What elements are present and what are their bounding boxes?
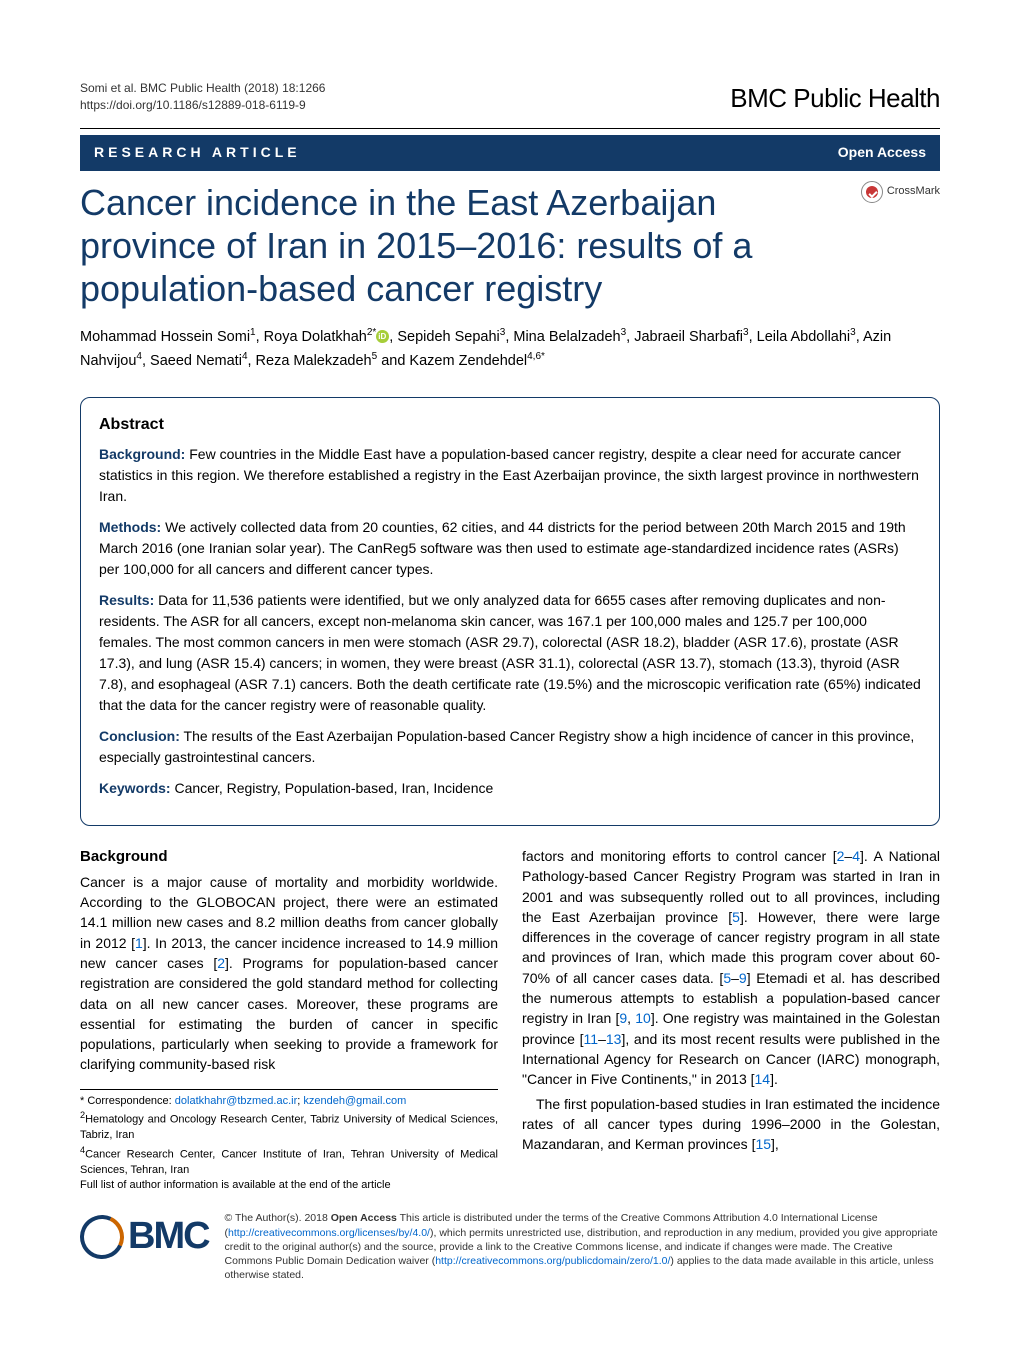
ref-link[interactable]: 4 xyxy=(852,848,860,864)
abstract-background: Background: Few countries in the Middle … xyxy=(99,444,921,507)
abstract-keywords: Keywords: Cancer, Registry, Population-b… xyxy=(99,778,921,799)
abstract-methods: Methods: We actively collected data from… xyxy=(99,517,921,580)
header-meta: Somi et al. BMC Public Health (2018) 18:… xyxy=(80,80,325,114)
ref-link[interactable]: 1 xyxy=(135,935,143,951)
crossmark-label: CrossMark xyxy=(887,184,940,199)
ref-link[interactable]: 10 xyxy=(635,1010,651,1026)
author-list: Mohammad Hossein Somi1, Roya Dolatkhah2*… xyxy=(80,325,940,373)
conclusion-text: The results of the East Azerbaijan Popul… xyxy=(99,728,914,765)
ref-link[interactable]: 15 xyxy=(755,1136,771,1152)
license-link-cc-by[interactable]: http://creativecommons.org/licenses/by/4… xyxy=(228,1227,430,1239)
background-paragraph-1: Cancer is a major cause of mortality and… xyxy=(80,872,498,1075)
background-paragraph-3: The first population-based studies in Ir… xyxy=(522,1094,940,1155)
body-two-column: Background Cancer is a major cause of mo… xyxy=(80,846,940,1193)
abstract-heading: Abstract xyxy=(99,414,921,436)
citation-line: Somi et al. BMC Public Health (2018) 18:… xyxy=(80,80,325,97)
background-text: Few countries in the Middle East have a … xyxy=(99,446,919,504)
license-bar: BMC © The Author(s). 2018 Open Access Th… xyxy=(80,1211,940,1282)
open-access-label: Open Access xyxy=(838,143,926,163)
conclusion-label: Conclusion: xyxy=(99,728,180,744)
results-text: Data for 11,536 patients were identified… xyxy=(99,592,921,713)
license-link-cc0[interactable]: http://creativecommons.org/publicdomain/… xyxy=(435,1255,670,1267)
header-divider xyxy=(80,128,940,129)
ref-link[interactable]: 2 xyxy=(217,955,225,971)
correspondence-email-2[interactable]: kzendeh@gmail.com xyxy=(303,1095,406,1107)
bmc-logo: BMC xyxy=(80,1211,209,1262)
correspondence-footer: * Correspondence: dolatkhahr@tbzmed.ac.i… xyxy=(80,1089,498,1194)
keywords-label: Keywords: xyxy=(99,780,171,796)
ref-link[interactable]: 9 xyxy=(619,1010,627,1026)
affiliation-2: 22Hematology and Oncology Research Cente… xyxy=(80,1109,498,1143)
ref-link[interactable]: 14 xyxy=(755,1071,771,1087)
background-label: Background: xyxy=(99,446,185,462)
full-author-list-note: Full list of author information is avail… xyxy=(80,1178,498,1193)
bmc-logo-icon xyxy=(74,1209,130,1265)
journal-brand: BMC Public Health xyxy=(730,80,940,116)
abstract-conclusion: Conclusion: The results of the East Azer… xyxy=(99,726,921,768)
crossmark-badge[interactable]: CrossMark xyxy=(861,181,940,203)
ref-link[interactable]: 9 xyxy=(739,970,747,986)
ref-link[interactable]: 13 xyxy=(606,1031,622,1047)
abstract-results: Results: Data for 11,536 patients were i… xyxy=(99,590,921,716)
correspondence-label: * Correspondence: xyxy=(80,1095,175,1107)
ref-link[interactable]: 5 xyxy=(723,970,731,986)
correspondence-email-1[interactable]: dolatkhahr@tbzmed.ac.ir xyxy=(175,1095,297,1107)
methods-text: We actively collected data from 20 count… xyxy=(99,519,906,577)
ref-link[interactable]: 11 xyxy=(584,1031,599,1047)
crossmark-icon xyxy=(861,181,883,203)
keywords-text: Cancer, Registry, Population-based, Iran… xyxy=(171,780,494,796)
article-type-band: RESEARCH ARTICLE Open Access xyxy=(80,135,940,171)
background-heading: Background xyxy=(80,846,498,868)
open-access-bold: Open Access xyxy=(331,1212,397,1224)
affiliation-4: 4Cancer Research Center, Cancer Institut… xyxy=(80,1144,498,1178)
license-text: © The Author(s). 2018 Open Access This a… xyxy=(225,1211,940,1282)
doi-line: https://doi.org/10.1186/s12889-018-6119-… xyxy=(80,97,325,114)
article-type-label: RESEARCH ARTICLE xyxy=(94,143,301,163)
bmc-logo-text: BMC xyxy=(128,1211,209,1262)
results-label: Results: xyxy=(99,592,154,608)
background-paragraph-2: factors and monitoring efforts to contro… xyxy=(522,846,940,1090)
methods-label: Methods: xyxy=(99,519,161,535)
ref-link[interactable]: 5 xyxy=(732,909,740,925)
abstract-box: Abstract Background: Few countries in th… xyxy=(80,397,940,826)
article-title: Cancer incidence in the East Azerbaijan … xyxy=(80,181,940,311)
